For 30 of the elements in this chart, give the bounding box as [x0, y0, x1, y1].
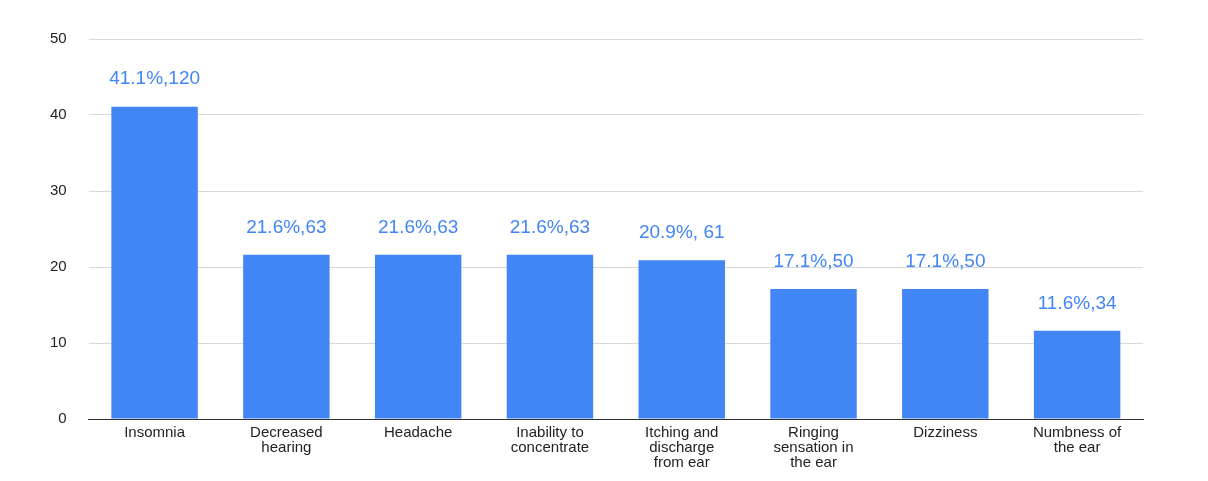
- data-label: 20.9%, 61: [638, 220, 725, 242]
- x-tick-label: Itching and discharge from ear: [645, 422, 719, 470]
- x-tick-label: Numbness of the ear: [1032, 422, 1123, 455]
- x-tick-label: Dizziness: [913, 422, 978, 440]
- bar: [506, 254, 594, 419]
- x-tick-label: Insomnia: [124, 422, 186, 440]
- data-label: 21.6%,63: [246, 215, 327, 237]
- bar: [374, 254, 462, 419]
- data-label: 17.1%,50: [905, 249, 986, 271]
- data-label: 11.6%,34: [1037, 291, 1117, 313]
- y-tick-label: 40: [50, 105, 67, 123]
- y-tick-label: 10: [50, 333, 67, 351]
- data-label: 21.6%,63: [378, 215, 459, 237]
- data-label: 41.1%,120: [109, 67, 201, 89]
- bar: [770, 289, 857, 419]
- y-tick-label: 0: [58, 409, 67, 427]
- bar: [902, 289, 989, 419]
- bar: [243, 254, 330, 419]
- data-label: 17.1%,50: [773, 249, 854, 271]
- x-tick-label: Headache: [383, 422, 453, 440]
- y-tick-label: 50: [50, 29, 67, 47]
- x-tick-label: Inability to concentrate: [510, 422, 590, 455]
- bar: [111, 106, 198, 419]
- bar: [638, 260, 725, 419]
- y-tick-label: 20: [50, 257, 67, 275]
- data-label: 21.6%,63: [509, 215, 591, 237]
- x-tick-label: Ringing sensation in the ear: [773, 422, 854, 470]
- y-tick-label: 30: [50, 181, 67, 199]
- x-tick-label: Decreased hearing: [250, 422, 323, 455]
- bar: [1033, 330, 1121, 419]
